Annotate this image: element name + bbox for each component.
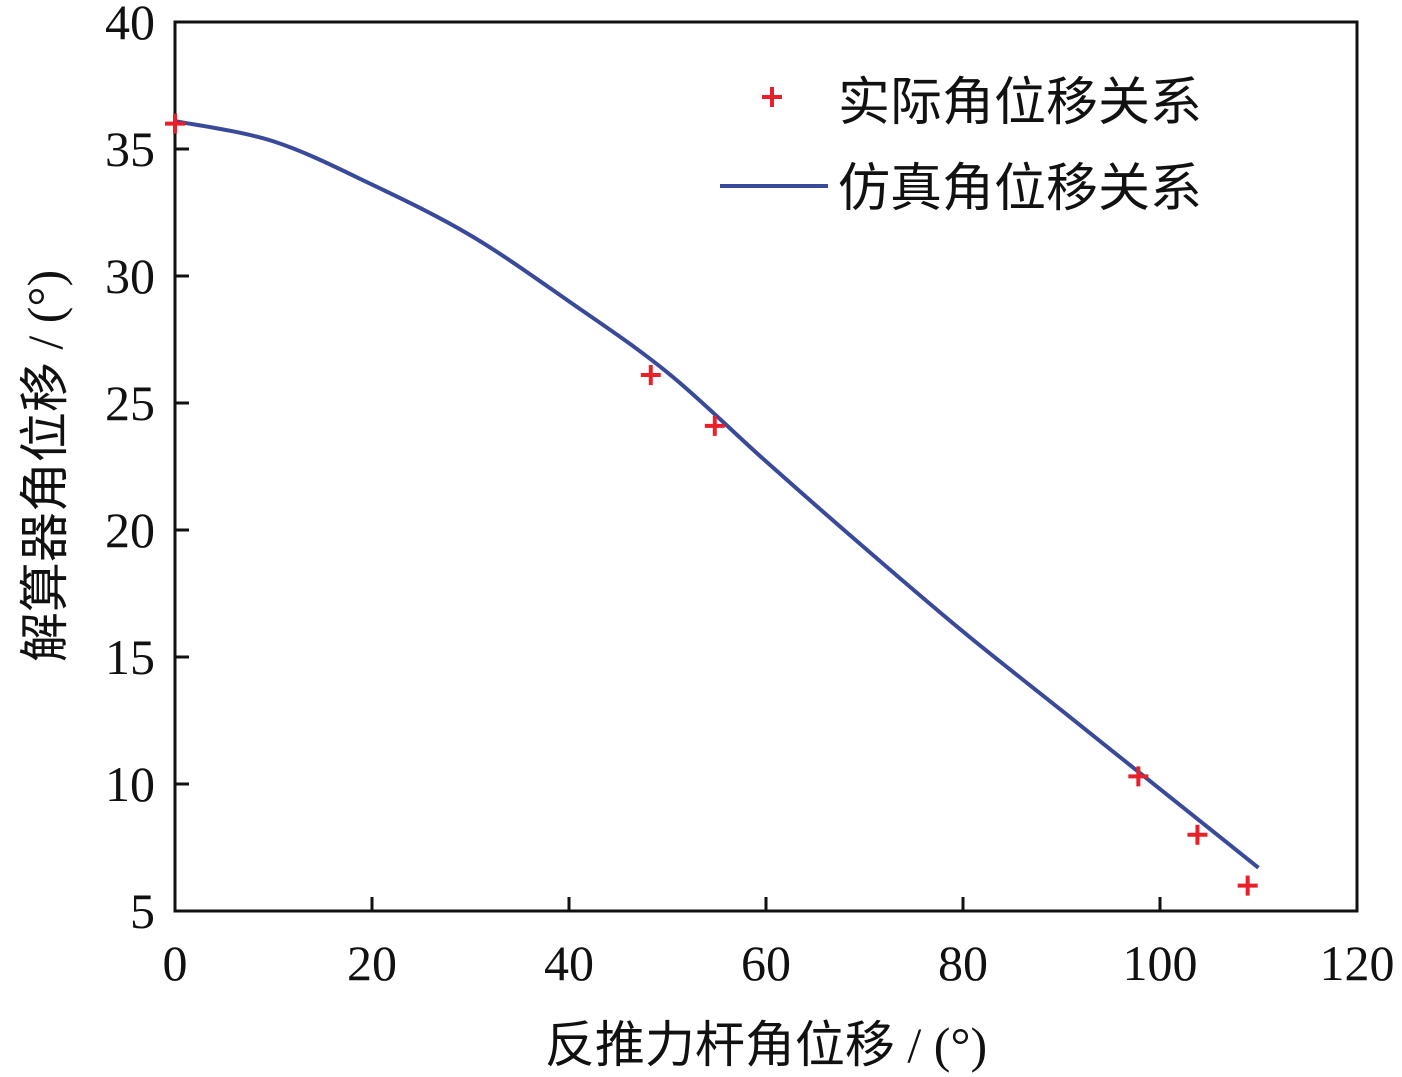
legend-label-actual: 实际角位移关系 (838, 75, 1202, 132)
legend-label-simulated: 仿真角位移关系 (838, 161, 1202, 218)
data-point-actual (704, 415, 725, 436)
data-point-actual (1187, 824, 1208, 845)
y-tick-label: 30 (105, 248, 155, 304)
data-point-actual (1237, 875, 1258, 896)
data-point-actual (1128, 766, 1149, 787)
x-tick-label: 100 (1123, 935, 1198, 991)
x-axis-label: 反推力杆角位移 / (°) (545, 1017, 987, 1073)
y-tick-label: 5 (130, 883, 155, 939)
y-tick-label: 35 (105, 121, 155, 177)
plot-frame (173, 20, 1359, 913)
y-tick-label: 10 (105, 756, 155, 812)
y-tick-label: 40 (105, 0, 155, 50)
legend: 实际角位移关系 仿真角位移关系 (720, 75, 1202, 218)
x-tick-label: 60 (741, 935, 791, 991)
y-tick-label: 25 (105, 375, 155, 431)
legend-marker-actual (762, 87, 782, 107)
x-tick-label: 40 (544, 935, 594, 991)
x-tick-label: 0 (163, 935, 188, 991)
y-tick-label: 20 (105, 502, 155, 558)
y-tick-label: 15 (105, 629, 155, 685)
x-tick-label: 120 (1320, 935, 1395, 991)
data-point-actual (640, 365, 661, 386)
x-tick-label: 20 (347, 935, 397, 991)
y-axis-label: 解算器角位移 / (°) (17, 270, 73, 662)
simulated-series-line (174, 119, 1260, 870)
data-point-actual (165, 113, 185, 134)
legend-plus-icon (762, 87, 782, 107)
x-tick-label: 80 (938, 935, 988, 991)
